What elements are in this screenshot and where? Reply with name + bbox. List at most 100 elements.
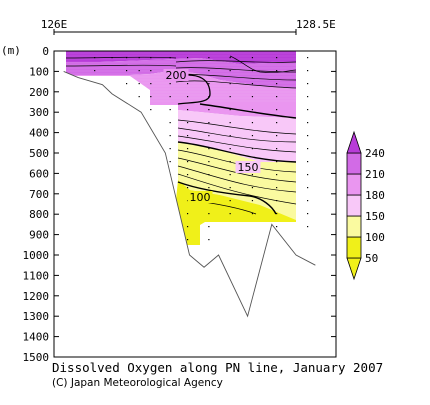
contour-line-17: [65, 56, 177, 59]
station-sample-dot: [208, 148, 210, 150]
station-sample-dot: [208, 213, 210, 215]
station-sample-dot: [186, 148, 189, 150]
station-sample-dot: [138, 57, 140, 59]
plot-border: [53, 50, 337, 358]
contour-label-bg: [163, 69, 189, 81]
contour-line-18: [65, 64, 177, 67]
station-sample-dot: [186, 161, 189, 163]
station-sample-dot: [307, 135, 309, 137]
station-sample-dot: [208, 226, 210, 228]
copyright-credit: (C) Japan Meteorological Agency: [52, 377, 223, 389]
station-sample-dot: [186, 213, 189, 215]
station-sample-dot: [169, 109, 171, 111]
station-sample-dot: [307, 213, 309, 215]
station-sample-dot: [307, 96, 309, 98]
station-sample-dot: [138, 96, 140, 98]
station-sample-dot: [276, 187, 278, 189]
station-sample-dot: [229, 161, 231, 163]
station-sample-dot: [251, 57, 254, 59]
y-tick-label: 300: [29, 106, 49, 119]
y-tick-label: 500: [29, 147, 49, 160]
colorbar-tick-label: 210: [365, 168, 385, 181]
station-sample-dot: [251, 96, 254, 98]
station-sample-dot: [150, 96, 152, 98]
station-sample-dot: [229, 109, 231, 111]
oxygen-band-4: [178, 110, 296, 162]
colorbar-segment: [346, 236, 362, 259]
y-tick-label: 800: [29, 208, 49, 221]
station-sample-dot: [208, 70, 210, 72]
seafloor-line: [63, 70, 316, 318]
station-sample-dot: [126, 57, 128, 59]
station-sample-dot: [186, 135, 189, 137]
contour-line-12: [177, 157, 297, 183]
station-sample-dot: [276, 174, 278, 176]
y-tick-label: 1000: [23, 249, 50, 262]
station-sample-dot: [150, 57, 152, 59]
colorbar-segment: [346, 173, 362, 196]
axes: 0 100 200 300 400 500 600 700 800 900 1000 1100 1200…: [1, 18, 336, 364]
y-tick-label: 1200: [23, 290, 50, 303]
station-sample-dot: [307, 187, 309, 189]
station-sample-dot: [276, 83, 278, 85]
station-sample-dot: [251, 135, 254, 137]
contour-label: 200: [166, 69, 187, 82]
station-sample-dot: [307, 70, 309, 72]
station-sample-dot: [276, 213, 278, 215]
contour-line-7: [177, 119, 297, 135]
station-sample-dot: [229, 200, 231, 202]
contour-line-8: [177, 127, 297, 143]
station-sample-dot: [186, 239, 189, 241]
station-sample-dot: [276, 161, 278, 163]
station-sample-dot: [307, 83, 309, 85]
station-sample-dot: [229, 213, 231, 215]
station-sample-dot: [208, 122, 210, 124]
station-sample-dot: [186, 96, 189, 98]
y-tick-label: 1100: [23, 269, 50, 282]
station-sample-dot: [186, 174, 189, 176]
station-sample-dot: [208, 174, 210, 176]
station-sample-dot: [307, 57, 309, 59]
station-sample-dot: [276, 135, 278, 137]
contour-labels: 200 150 100: [163, 69, 261, 204]
station-sample-dot: [169, 83, 171, 85]
contour-lines: [65, 55, 297, 215]
station-sample-dot: [229, 174, 231, 176]
station-sample-dot: [150, 70, 152, 72]
contour-line-6: [199, 103, 297, 119]
station-sample-dot: [169, 57, 171, 59]
station-sample-dot: [94, 70, 96, 72]
station-sample-dot: [276, 96, 278, 98]
station-sample-dot: [307, 200, 309, 202]
y-tick-label: 100: [29, 65, 49, 78]
station-sample-dot: [169, 148, 171, 150]
station-sample-dot: [150, 83, 152, 85]
station-sample-dot: [169, 96, 171, 98]
colorbar: 50 100 150 180 210 240: [346, 130, 385, 281]
station-sample-dot: [94, 57, 96, 59]
oxygen-band-5: [178, 142, 296, 220]
y-tick-label: 200: [29, 86, 49, 99]
colorbar-tick-label: 240: [365, 147, 385, 160]
station-sample-dot: [229, 187, 231, 189]
station-sample-dot: [251, 187, 254, 189]
colorbar-segment: [346, 194, 362, 217]
station-sample-dot: [186, 226, 189, 228]
bottom-topography: [55, 52, 335, 356]
station-sample-dot: [229, 57, 231, 59]
seafloor-mask: [55, 52, 335, 356]
station-sample-dot: [276, 226, 278, 228]
colorbar-lower-arrow: [346, 257, 362, 281]
y-tick-label: 600: [29, 167, 49, 180]
contour-line-15: [177, 181, 277, 215]
station-sample-dot: [229, 135, 231, 137]
chart-title: Dissolved Oxygen along PN line, January …: [52, 360, 384, 375]
station-sample-dot: [229, 83, 231, 85]
colorbar-tick-label: 50: [365, 252, 378, 265]
colorbar-tick-label: 150: [365, 210, 385, 223]
station-sample-dot: [307, 109, 309, 111]
station-sample-dot: [276, 70, 278, 72]
contour-label-bg: [235, 161, 261, 173]
station-sample-dot: [138, 83, 140, 85]
